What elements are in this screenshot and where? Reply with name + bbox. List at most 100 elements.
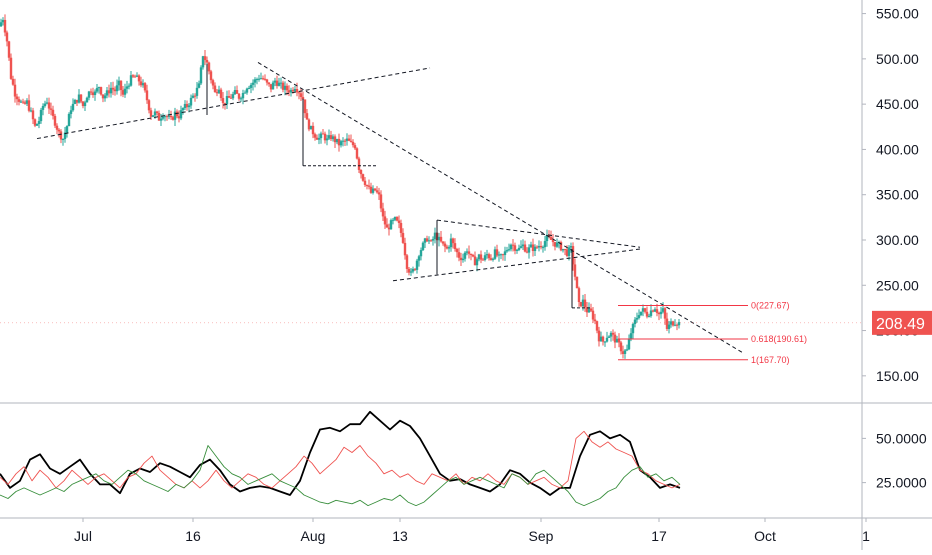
candle-body <box>379 194 383 209</box>
candle-body <box>365 184 369 186</box>
candle-body <box>201 56 205 68</box>
candle-body <box>625 349 629 351</box>
candle-body <box>259 78 263 80</box>
candle-body <box>49 108 53 110</box>
candle-body <box>65 126 69 133</box>
candle-body <box>407 268 411 273</box>
candle-body <box>311 125 315 135</box>
candle-body <box>575 276 579 289</box>
candle-body <box>521 244 525 247</box>
candle-body <box>329 135 333 140</box>
candle-body <box>507 249 511 251</box>
indicator-pane[interactable] <box>0 410 681 507</box>
candle-body <box>79 94 83 102</box>
candle-body <box>307 119 311 130</box>
price-tick-label: 300.00 <box>876 232 919 248</box>
candle-body <box>229 97 233 99</box>
candle-body <box>17 99 21 102</box>
candle-body <box>247 87 251 89</box>
candle-body <box>47 102 51 109</box>
candle-body <box>639 311 643 316</box>
candle-body <box>173 111 177 120</box>
candle-body <box>195 87 199 96</box>
candle-body <box>217 89 221 94</box>
candle-body <box>211 80 215 86</box>
candle-body <box>595 321 599 331</box>
candle-body <box>409 271 413 273</box>
candle-body <box>143 83 147 91</box>
candle-body <box>411 268 415 272</box>
candle-body <box>473 256 477 266</box>
candle-body <box>553 242 557 247</box>
candle-body <box>125 86 129 89</box>
candle-body <box>543 241 547 248</box>
candle-body <box>395 217 399 221</box>
candle-body <box>141 83 145 86</box>
candle-body <box>525 251 529 253</box>
candle-body <box>573 264 577 277</box>
candle-body <box>459 257 463 261</box>
candle-body <box>337 138 341 146</box>
candle-body <box>335 138 339 143</box>
price-tick-label: 450.00 <box>876 96 919 112</box>
candle-body <box>373 188 377 191</box>
candle-body <box>519 246 523 248</box>
candle-body <box>355 148 359 159</box>
candle-body <box>155 111 159 114</box>
candle-body <box>651 310 655 312</box>
candle-body <box>419 250 423 257</box>
candle-body <box>253 79 257 83</box>
candle-body <box>293 89 297 92</box>
candle-body <box>93 91 97 96</box>
candle-body <box>55 125 59 130</box>
candle-body <box>199 67 203 84</box>
candle-body <box>203 56 207 60</box>
candle-body <box>493 249 497 259</box>
candle-body <box>317 138 321 140</box>
candle-body <box>129 75 133 86</box>
candle-body <box>669 321 673 325</box>
candle-body <box>99 87 103 95</box>
candle-body <box>67 113 71 127</box>
candle-body <box>613 334 617 343</box>
candle-body <box>653 309 657 312</box>
candle-body <box>367 185 371 187</box>
candle-body <box>3 19 7 33</box>
candle-body <box>471 254 475 257</box>
candle-body <box>351 141 355 146</box>
candle-body <box>343 140 347 142</box>
time-tick-label: Jul <box>74 528 92 544</box>
candle-body <box>383 216 387 225</box>
time-tick-label: 17 <box>651 528 667 544</box>
candle-body <box>371 188 375 193</box>
candle-body <box>537 245 541 248</box>
candle-body <box>325 138 329 141</box>
candle-body <box>363 180 367 185</box>
candle-body <box>9 57 13 79</box>
candle-body <box>63 132 67 139</box>
candle-body <box>23 102 27 104</box>
candle-body <box>527 247 531 253</box>
candle-body <box>377 192 381 195</box>
candle-body <box>641 308 645 312</box>
candle-body <box>181 108 185 111</box>
candle-body <box>107 90 111 94</box>
candle-body <box>585 307 589 313</box>
candle-body <box>83 102 87 107</box>
candle-body <box>631 323 635 334</box>
candle-body <box>567 247 571 256</box>
candle-body <box>61 138 65 140</box>
candle-body <box>675 324 679 326</box>
main-price-chart[interactable]: 0(227.67) 0.618(190.61) 1(167.70) <box>0 14 862 365</box>
candle-body <box>591 310 595 320</box>
candle-body <box>213 85 217 93</box>
candle-body <box>71 103 75 111</box>
candle-body <box>415 260 419 270</box>
candle-body <box>561 248 565 251</box>
candle-body <box>603 341 607 343</box>
candle-body <box>529 244 533 248</box>
candle-body <box>609 332 613 337</box>
candle-body <box>169 115 173 118</box>
